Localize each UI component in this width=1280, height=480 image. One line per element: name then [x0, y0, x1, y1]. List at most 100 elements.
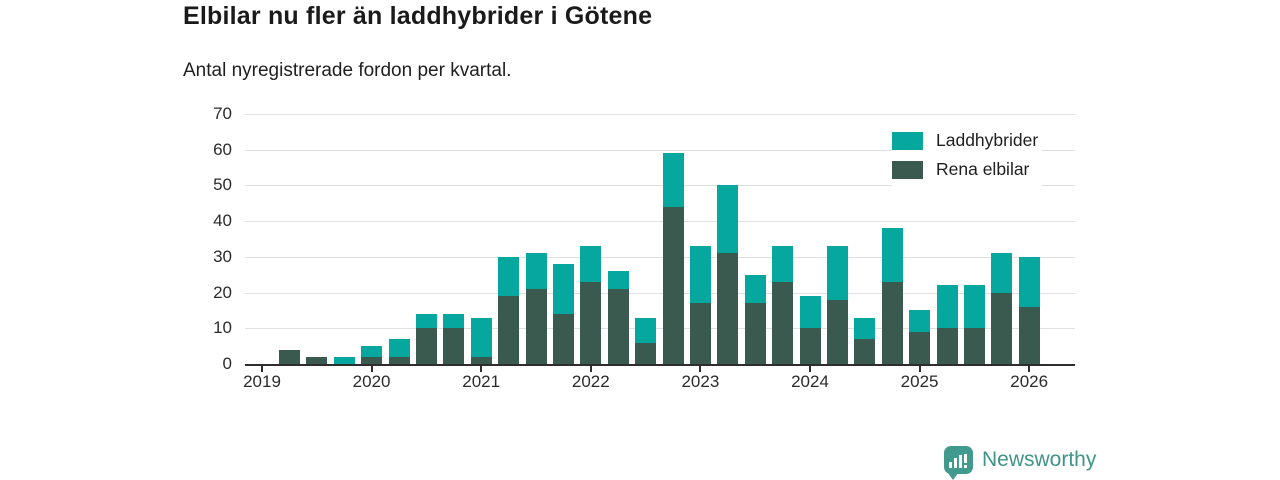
chart-subtitle: Antal nyregistrerade fordon per kvartal.: [183, 60, 512, 81]
newsworthy-logo-icon: [944, 446, 973, 480]
legend-swatch: [892, 160, 923, 179]
bar-segment-laddhybrider: [333, 356, 355, 364]
x-axis-tick: [918, 366, 921, 372]
x-axis-tick-label: 2022: [571, 372, 610, 391]
bar-segment-laddhybrider: [580, 246, 602, 282]
y-axis-tick-label: 10: [213, 318, 232, 338]
bar-segment-laddhybrider: [936, 285, 958, 329]
bar: [662, 153, 684, 364]
bar: [443, 314, 465, 364]
x-axis-tick: [480, 366, 483, 372]
gridline: [245, 149, 1075, 151]
bar: [744, 274, 766, 364]
bar: [470, 317, 492, 364]
y-axis-tick-label: 60: [213, 139, 232, 159]
gridline: [245, 185, 1075, 187]
bar: [498, 256, 520, 364]
bar: [580, 246, 602, 364]
bar: [772, 246, 794, 364]
bar-segment-laddhybrider: [607, 271, 629, 289]
bar-segment-laddhybrider: [470, 317, 492, 357]
bar-segment-rena-elbilar: [361, 356, 383, 364]
bar-segment-rena-elbilar: [470, 356, 492, 364]
x-axis-tick: [1028, 366, 1031, 372]
bar: [333, 356, 355, 364]
bar-segment-rena-elbilar: [525, 289, 547, 364]
bar: [936, 285, 958, 364]
y-axis-tick-label: 30: [213, 246, 232, 266]
bar-segment-rena-elbilar: [717, 253, 739, 364]
logo-bars-glyph: [949, 454, 967, 468]
x-axis-tick-label: 2019: [243, 372, 281, 391]
bar-segment-laddhybrider: [415, 314, 437, 329]
x-axis-tick: [809, 366, 811, 372]
bar-segment-laddhybrider: [689, 246, 711, 304]
bar-segment-rena-elbilar: [662, 206, 684, 364]
bar-segment-laddhybrider: [991, 253, 1013, 293]
bar: [525, 253, 547, 364]
bar: [799, 296, 821, 364]
bar: [717, 185, 739, 364]
bar-segment-rena-elbilar: [854, 339, 876, 364]
bar-segment-rena-elbilar: [607, 289, 629, 364]
bar-segment-rena-elbilar: [963, 328, 985, 364]
bar: [388, 339, 410, 364]
legend-item: Rena elbilar: [892, 159, 1038, 180]
x-axis-tick: [370, 366, 373, 372]
bar: [991, 253, 1013, 364]
y-axis-tick-label: 0: [222, 354, 232, 373]
x-axis-tick-label: 2026: [1010, 372, 1049, 391]
x-axis-tick-label: 2021: [462, 372, 501, 391]
x-axis-tick-label: 2023: [681, 372, 720, 391]
bar-segment-rena-elbilar: [635, 342, 657, 364]
legend-label: Laddhybrider: [936, 130, 1039, 150]
x-axis-tick: [699, 366, 702, 372]
bar-segment-rena-elbilar: [689, 303, 711, 364]
chart-title: Elbilar nu fler än laddhybrider i Götene: [183, 2, 653, 30]
bar: [826, 246, 848, 364]
x-axis-tick-label: 2020: [352, 372, 391, 391]
bar-segment-rena-elbilar: [498, 296, 520, 364]
bar: [306, 356, 328, 364]
bar-segment-laddhybrider: [443, 314, 465, 329]
bar-segment-rena-elbilar: [443, 328, 465, 364]
bar: [1018, 256, 1040, 364]
bar-segment-laddhybrider: [799, 296, 821, 329]
gridline: [245, 292, 1075, 294]
x-axis-tick: [261, 366, 263, 372]
bar-segment-laddhybrider: [662, 153, 684, 207]
bar: [278, 349, 300, 364]
bar-segment-laddhybrider: [772, 246, 794, 282]
bar-segment-laddhybrider: [909, 310, 931, 332]
bar-segment-laddhybrider: [361, 346, 383, 357]
bar-segment-rena-elbilar: [991, 292, 1013, 364]
bar-segment-rena-elbilar: [552, 314, 574, 364]
bar: [909, 310, 931, 364]
bar: [854, 317, 876, 364]
bar-segment-laddhybrider: [963, 285, 985, 329]
bar: [689, 246, 711, 364]
bar-segment-laddhybrider: [388, 339, 410, 357]
bar-segment-laddhybrider: [717, 185, 739, 254]
bar: [415, 314, 437, 364]
gridline: [245, 114, 1075, 115]
bar-segment-rena-elbilar: [580, 281, 602, 364]
y-axis-tick-label: 40: [213, 211, 232, 231]
bar-segment-laddhybrider: [881, 228, 903, 282]
bar-segment-rena-elbilar: [881, 281, 903, 364]
bar-segment-laddhybrider: [552, 264, 574, 314]
bar: [963, 285, 985, 364]
bar-segment-laddhybrider: [744, 274, 766, 304]
brand-name: Newsworthy: [982, 448, 1097, 471]
plot-area: [245, 114, 1075, 366]
bar-segment-rena-elbilar: [909, 331, 931, 364]
y-axis-tick-label: 50: [213, 175, 232, 195]
x-axis-tick: [589, 366, 592, 372]
bar-segment-rena-elbilar: [306, 356, 328, 364]
legend-swatch: [892, 131, 923, 150]
bar: [607, 271, 629, 364]
bar-segment-laddhybrider: [1018, 256, 1040, 307]
y-axis-tick-label: 20: [213, 282, 232, 302]
bar-segment-rena-elbilar: [799, 328, 821, 364]
